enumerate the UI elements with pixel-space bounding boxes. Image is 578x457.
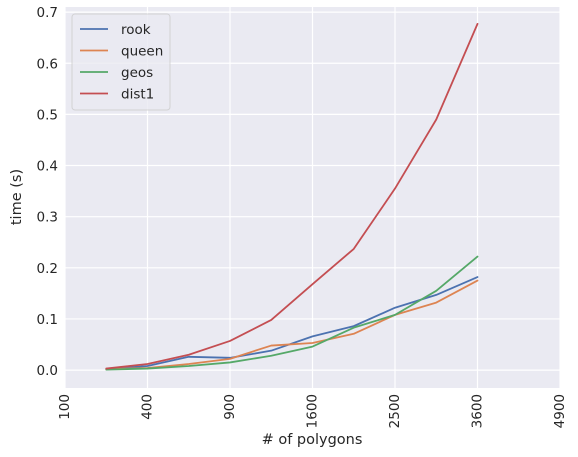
x-tick-label-2500: 2500 [387,394,403,428]
series-lines [105,22,479,371]
x-tick-label-400: 400 [140,394,156,420]
legend-label-dist1: dist1 [121,87,154,103]
x-axis-label: # of polygons [262,432,363,448]
x-tick-label-900: 900 [222,394,238,420]
legend: rook queen geos dist1 [71,13,171,111]
x-tick-label-3600: 3600 [470,394,486,428]
y-tick-label-0: 0.0 [37,363,58,379]
y-tick-label-4: 0.4 [37,159,58,175]
legend-box [71,13,171,111]
y-tick-label-5: 0.5 [37,107,58,123]
legend-label-geos: geos [121,65,153,81]
x-tick-label-100: 100 [57,394,73,420]
series-line-geos [105,255,479,371]
y-tick-label-1: 0.1 [37,312,58,328]
y-tick-label-3: 0.3 [37,210,58,226]
y-tick-labels: 0.0 0.1 0.2 0.3 0.4 0.5 0.6 0.7 [37,5,58,379]
y-tick-label-7: 0.7 [37,5,58,21]
grid [64,7,561,388]
legend-label-rook: rook [121,22,151,38]
y-tick-label-6: 0.6 [37,56,58,72]
y-axis-label: time (s) [9,169,25,225]
x-tick-label-1600: 1600 [305,394,321,428]
series-line-queen [105,279,479,370]
y-tick-label-2: 0.2 [37,261,58,277]
x-tick-labels: 100 400 900 1600 2500 3600 4900 [57,394,568,428]
x-tick-label-4900: 4900 [552,394,568,428]
series-line-dist1 [105,22,479,370]
legend-label-queen: queen [121,44,163,60]
